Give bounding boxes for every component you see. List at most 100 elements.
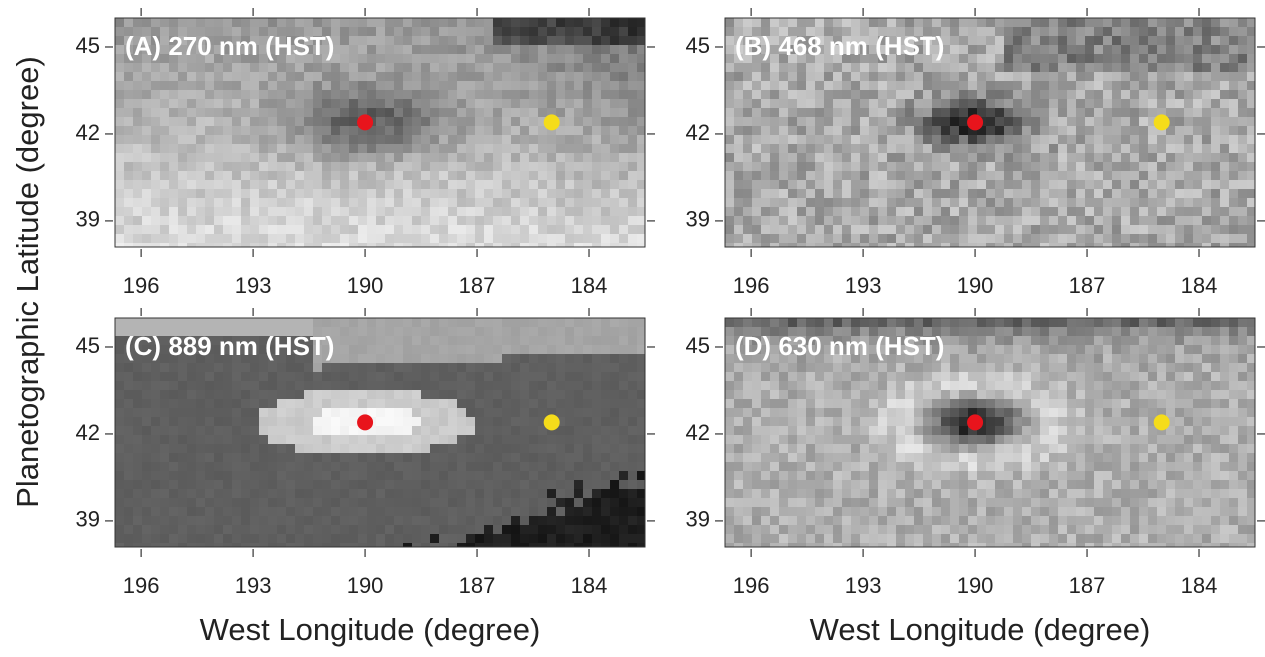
image-cell xyxy=(502,108,511,117)
image-cell xyxy=(806,171,815,180)
image-cell xyxy=(349,234,358,243)
image-cell xyxy=(743,81,752,90)
image-cell xyxy=(259,180,268,189)
image-cell xyxy=(565,318,574,327)
image-cell xyxy=(1085,117,1094,126)
image-cell xyxy=(1148,153,1157,162)
image-cell xyxy=(349,135,358,144)
image-cell xyxy=(295,225,304,234)
image-cell xyxy=(743,135,752,144)
image-cell xyxy=(214,171,223,180)
image-cell xyxy=(421,525,430,534)
image-cell xyxy=(457,408,466,417)
image-cell xyxy=(169,471,178,480)
image-cell xyxy=(124,318,133,327)
image-cell xyxy=(115,153,124,162)
image-cell xyxy=(448,390,457,399)
image-cell xyxy=(959,126,968,135)
image-cell xyxy=(592,345,601,354)
image-cell xyxy=(1175,207,1184,216)
image-cell xyxy=(295,198,304,207)
image-cell xyxy=(637,198,645,207)
image-cell xyxy=(133,207,142,216)
image-cell xyxy=(1049,216,1058,225)
image-cell xyxy=(619,225,628,234)
image-cell xyxy=(421,63,430,72)
image-cell xyxy=(475,417,484,426)
image-cell xyxy=(313,390,322,399)
image-cell xyxy=(178,399,187,408)
image-cell xyxy=(770,81,779,90)
image-cell xyxy=(313,408,322,417)
image-cell xyxy=(1040,54,1049,63)
image-cell xyxy=(770,363,779,372)
image-cell xyxy=(340,54,349,63)
image-cell xyxy=(1022,336,1031,345)
image-cell xyxy=(322,189,331,198)
image-cell xyxy=(1085,354,1094,363)
image-cell xyxy=(1184,327,1193,336)
image-cell xyxy=(187,372,196,381)
image-cell xyxy=(565,27,574,36)
image-cell xyxy=(1013,72,1022,81)
image-cell xyxy=(349,372,358,381)
image-cell xyxy=(583,372,592,381)
image-cell xyxy=(277,318,286,327)
image-cell xyxy=(1022,54,1031,63)
image-cell xyxy=(394,453,403,462)
image-cell xyxy=(358,516,367,525)
image-cell xyxy=(430,489,439,498)
image-cell xyxy=(340,180,349,189)
image-cell xyxy=(475,354,484,363)
image-cell xyxy=(304,225,313,234)
x-tick-label: 184 xyxy=(1181,273,1218,298)
image-cell xyxy=(259,390,268,399)
image-cell xyxy=(1013,327,1022,336)
image-cell xyxy=(583,180,592,189)
image-cell xyxy=(322,108,331,117)
image-cell xyxy=(151,225,160,234)
image-cell xyxy=(430,144,439,153)
image-cell xyxy=(124,516,133,525)
image-cell xyxy=(313,144,322,153)
image-cell xyxy=(905,234,914,243)
image-cell xyxy=(725,327,734,336)
image-cell xyxy=(637,408,645,417)
image-cell xyxy=(259,207,268,216)
image-cell xyxy=(995,27,1004,36)
image-cell xyxy=(430,63,439,72)
image-cell xyxy=(1067,153,1076,162)
image-cell xyxy=(295,498,304,507)
image-cell xyxy=(1004,144,1013,153)
image-cell xyxy=(628,72,637,81)
image-cell xyxy=(547,144,556,153)
image-cell xyxy=(1220,354,1229,363)
image-cell xyxy=(1148,318,1157,327)
image-cell xyxy=(1175,45,1184,54)
image-cell xyxy=(475,108,484,117)
image-cell xyxy=(439,426,448,435)
image-cell xyxy=(1022,117,1031,126)
image-cell xyxy=(358,435,367,444)
image-cell xyxy=(520,489,529,498)
image-cell xyxy=(601,318,610,327)
image-cell xyxy=(421,507,430,516)
image-cell xyxy=(340,153,349,162)
image-cell xyxy=(358,171,367,180)
image-cell xyxy=(439,336,448,345)
image-cell xyxy=(556,471,565,480)
image-cell xyxy=(628,426,637,435)
image-cell xyxy=(1040,234,1049,243)
image-cell xyxy=(268,99,277,108)
image-cell xyxy=(574,462,583,471)
image-cell xyxy=(1022,18,1031,27)
image-cell xyxy=(1094,81,1103,90)
image-cell xyxy=(1112,345,1121,354)
image-cell xyxy=(277,471,286,480)
x-tick-label: 190 xyxy=(347,273,384,298)
image-cell xyxy=(574,144,583,153)
image-cell xyxy=(752,72,761,81)
image-cell xyxy=(1076,225,1085,234)
image-cell xyxy=(448,471,457,480)
image-cell xyxy=(923,225,932,234)
